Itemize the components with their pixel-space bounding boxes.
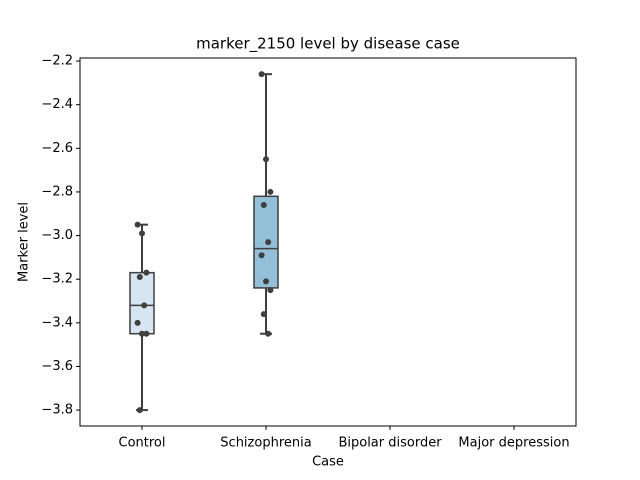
- data-point: [263, 156, 269, 163]
- data-point: [136, 274, 143, 281]
- y-axis-label: Marker level: [17, 202, 32, 282]
- chart-title: marker_2150 level by disease case: [196, 35, 460, 54]
- data-point: [139, 330, 145, 337]
- data-point: [267, 287, 274, 294]
- y-tick-label: −2.6: [41, 141, 73, 156]
- x-axis-label: Case: [312, 455, 344, 470]
- data-point: [139, 230, 145, 237]
- data-point: [141, 302, 148, 309]
- box: [129, 271, 155, 335]
- data-point: [134, 319, 141, 326]
- y-tick-label: −2.4: [41, 97, 73, 112]
- data-point: [265, 239, 272, 246]
- y-tick-label: −3.0: [41, 228, 73, 243]
- y-tick-label: −3.6: [41, 359, 73, 374]
- data-point: [136, 407, 143, 414]
- data-point: [265, 330, 272, 337]
- x-tick-label: Bipolar disorder: [338, 436, 442, 451]
- x-tick-label: Control: [119, 436, 166, 451]
- data-point: [260, 202, 267, 209]
- y-tick-label: −2.8: [41, 184, 73, 199]
- plot-frame: [79, 57, 577, 427]
- x-tick-label: Major depression: [458, 436, 569, 451]
- data-point: [263, 278, 269, 285]
- x-tick-label: Schizophrenia: [220, 436, 311, 451]
- y-tick-label: −3.4: [41, 315, 73, 330]
- data-point: [260, 311, 267, 318]
- data-point: [134, 221, 141, 228]
- y-tick-label: −2.2: [41, 54, 73, 69]
- data-point: [258, 252, 265, 259]
- data-point: [258, 71, 265, 78]
- data-point: [267, 188, 274, 195]
- y-tick-label: −3.8: [41, 403, 73, 418]
- data-point: [143, 330, 150, 337]
- data-point: [143, 269, 150, 276]
- y-tick-label: −3.2: [41, 272, 73, 287]
